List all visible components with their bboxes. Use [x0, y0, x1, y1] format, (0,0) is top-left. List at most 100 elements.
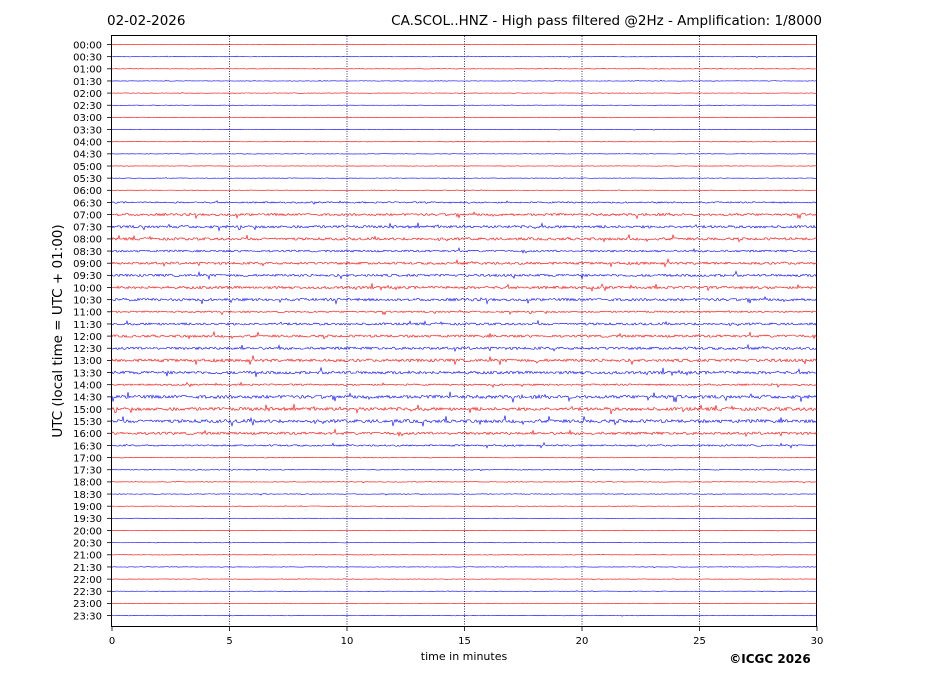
row-label: 23:30 [73, 611, 102, 622]
plot-area [111, 35, 818, 627]
trace-row [111, 309, 818, 316]
row-label: 12:00 [73, 332, 102, 343]
trace-row [111, 319, 818, 327]
row-label: 04:30 [73, 150, 102, 161]
row-label: 05:00 [73, 162, 102, 173]
row-label: 03:00 [73, 113, 102, 124]
plot-frame [111, 35, 817, 627]
trace-row [111, 481, 818, 484]
vertical-gridlines [229, 36, 700, 626]
trace-row [111, 590, 818, 592]
trace-row [111, 468, 818, 472]
trace-row [111, 614, 818, 617]
row-label: 06:30 [73, 198, 102, 209]
row-label: 09:00 [73, 259, 102, 270]
row-label: 01:00 [73, 65, 102, 76]
row-label: 16:00 [73, 429, 102, 440]
trace-row [111, 602, 818, 605]
trace-row [111, 578, 818, 581]
row-label: 14:30 [73, 393, 102, 404]
row-label: 21:30 [73, 563, 102, 574]
x-tick-label: 10 [341, 636, 354, 647]
trace-row [111, 43, 818, 46]
trace-row [111, 415, 818, 427]
trace-row [111, 403, 818, 415]
row-label: 18:30 [73, 490, 102, 501]
row-label: 11:30 [73, 320, 102, 331]
trace-row [111, 428, 818, 438]
trace-row [111, 391, 818, 403]
y-axis-label: UTC (local time = UTC + 01:00) [50, 224, 66, 437]
trace-row [111, 381, 818, 389]
trace-row [111, 79, 818, 82]
trace-row [111, 189, 818, 192]
x-tick-label: 20 [576, 636, 589, 647]
row-label: 03:30 [73, 125, 102, 136]
row-label: 00:30 [73, 52, 102, 63]
row-label: 13:00 [73, 356, 102, 367]
row-label: 15:00 [73, 405, 102, 416]
trace-row [111, 270, 818, 281]
row-label: 06:00 [73, 186, 102, 197]
trace-row [111, 554, 818, 556]
x-axis-ticks: 0 5 10 15 20 25 30 [109, 626, 824, 647]
trace-group [111, 43, 818, 617]
trace-row [111, 257, 818, 268]
row-label: 10:00 [73, 283, 102, 294]
row-label: 05:30 [73, 174, 102, 185]
trace-row [111, 128, 818, 131]
trace-row [111, 283, 818, 293]
x-tick-label: 5 [226, 636, 232, 647]
row-label: 22:30 [73, 587, 102, 598]
row-label: 00:00 [73, 40, 102, 51]
row-label: 18:00 [73, 478, 102, 489]
row-label: 22:00 [73, 575, 102, 586]
trace-row [111, 116, 818, 119]
trace-row [111, 295, 818, 305]
row-label: 08:30 [73, 247, 102, 258]
row-label: 08:00 [73, 235, 102, 246]
row-label: 14:00 [73, 381, 102, 392]
row-label: 23:00 [73, 599, 102, 610]
trace-row [111, 566, 818, 569]
row-label: 21:00 [73, 551, 102, 562]
trace-row [111, 153, 818, 155]
trace-row [111, 55, 818, 58]
trace-row [111, 330, 818, 340]
row-label: 13:30 [73, 368, 102, 379]
x-tick-label: 30 [811, 636, 824, 647]
trace-row [111, 343, 818, 353]
trace-row [111, 222, 818, 232]
row-label: 04:00 [73, 138, 102, 149]
row-label: 15:30 [73, 417, 102, 428]
row-label: 02:30 [73, 101, 102, 112]
trace-row [111, 529, 817, 532]
trace-row [111, 505, 818, 508]
row-label: 10:30 [73, 295, 102, 306]
row-label: 17:00 [73, 453, 102, 464]
trace-row [111, 177, 818, 180]
row-label: 16:30 [73, 441, 102, 452]
trace-row [111, 92, 818, 94]
trace-row [111, 247, 818, 254]
date-label: 02-02-2026 [107, 13, 185, 29]
trace-row [111, 67, 818, 70]
row-label: 07:00 [73, 210, 102, 221]
trace-row [111, 104, 818, 107]
trace-row [111, 366, 818, 378]
row-label: 20:30 [73, 538, 102, 549]
row-label: 09:30 [73, 271, 102, 282]
trace-row [111, 441, 818, 449]
row-label: 20:00 [73, 526, 102, 537]
trace-row [111, 200, 818, 205]
trace-row [111, 456, 818, 459]
trace-row [111, 211, 818, 220]
x-tick-label: 25 [693, 636, 706, 647]
row-label: 19:00 [73, 502, 102, 513]
row-label: 02:00 [73, 89, 102, 100]
chart-title: CA.SCOL..HNZ - High pass filtered @2Hz -… [391, 13, 822, 29]
trace-row [111, 355, 818, 366]
row-label: 11:00 [73, 308, 102, 319]
x-tick-label: 0 [109, 636, 115, 647]
